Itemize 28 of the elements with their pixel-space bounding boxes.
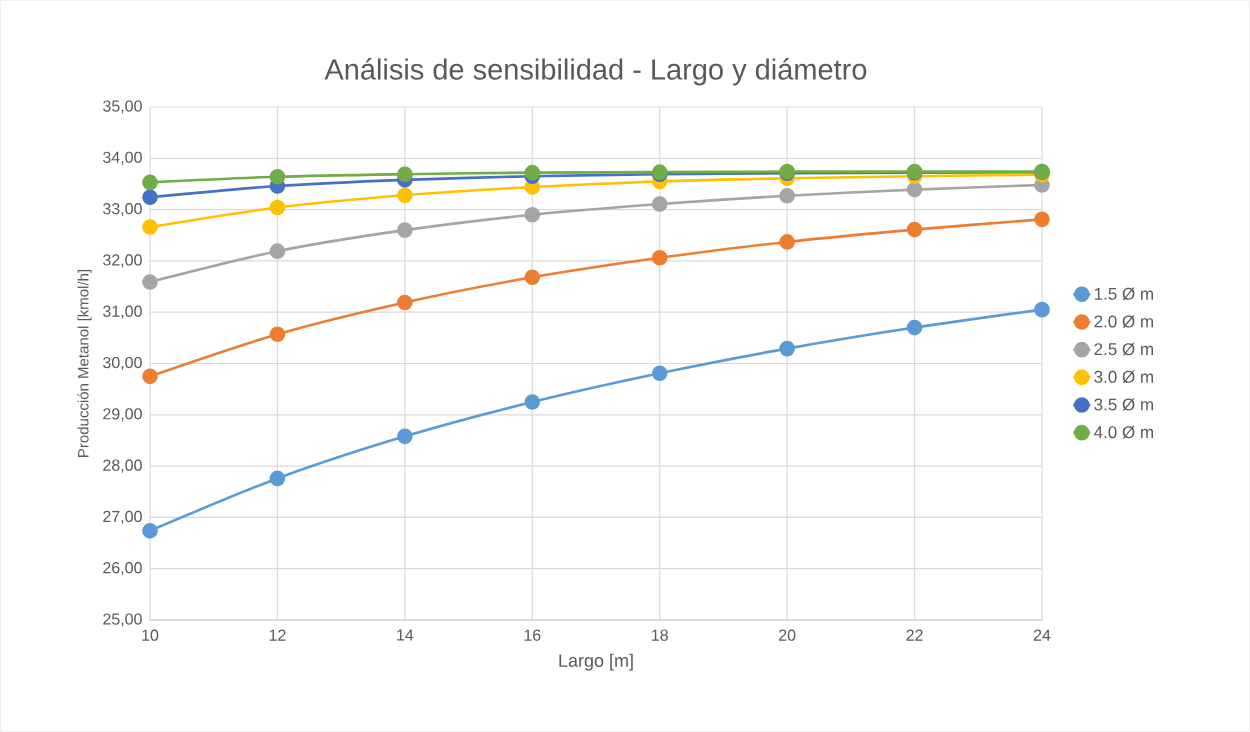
x-tick-label: 18 bbox=[652, 629, 668, 641]
legend-label: 2.0 Ø m bbox=[1094, 315, 1153, 328]
x-tick-label: 20 bbox=[779, 629, 796, 641]
x-tick-label: 22 bbox=[906, 629, 923, 641]
legend-label: 3.0 Ø m bbox=[1094, 370, 1153, 384]
legend-label: 3.5 Ø m bbox=[1094, 398, 1153, 411]
x-tick-label: 12 bbox=[269, 629, 286, 641]
x-tick-label: 24 bbox=[1033, 629, 1051, 641]
legend-label: 1.5 Ø m bbox=[1094, 287, 1153, 301]
y-tick-label: 31,00 bbox=[103, 305, 142, 319]
legend-label: 4.0 Ø m bbox=[1094, 425, 1153, 439]
x-axis-title: Largo [m] bbox=[559, 653, 633, 671]
y-tick-label: 35,00 bbox=[103, 100, 142, 114]
y-tick-label: 25,00 bbox=[103, 613, 142, 627]
y-tick-label: 32,00 bbox=[103, 254, 142, 268]
y-axis-title: Producción Metanol [kmol/h] bbox=[77, 269, 92, 457]
y-tick-label: 27,00 bbox=[103, 510, 142, 524]
y-tick-label: 28,00 bbox=[103, 459, 142, 473]
chart-title: Análisis de sensibilidad - Largo y diámetro bbox=[324, 58, 867, 86]
y-tick-label: 30,00 bbox=[103, 356, 142, 371]
y-tick-label: 34,00 bbox=[103, 151, 142, 165]
y-tick-label: 33,00 bbox=[103, 202, 142, 217]
x-tick-label: 10 bbox=[142, 629, 159, 641]
x-tick-label: 14 bbox=[397, 629, 414, 641]
x-tick-label: 16 bbox=[524, 629, 541, 641]
legend-label: 2.5 Ø m bbox=[1094, 342, 1153, 356]
y-tick-label: 26,00 bbox=[103, 562, 142, 576]
y-tick-label: 29,00 bbox=[103, 408, 142, 422]
